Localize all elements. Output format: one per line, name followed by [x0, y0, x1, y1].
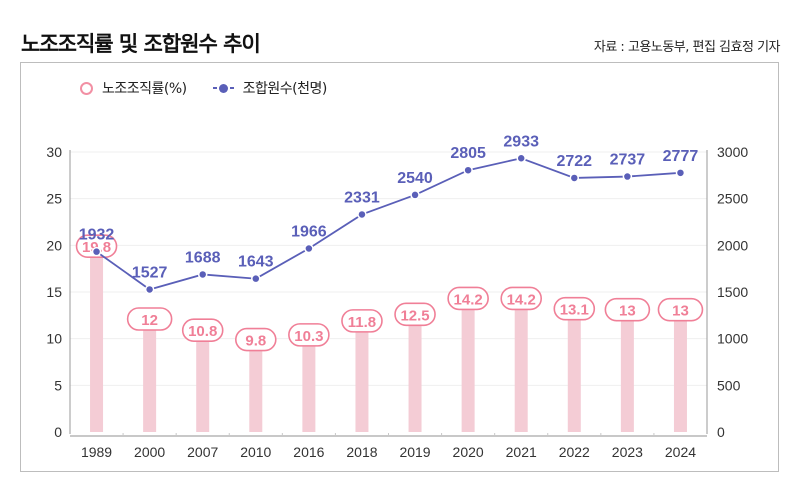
- bar-value-label: 9.8: [245, 333, 266, 350]
- x-tick-label: 2016: [293, 444, 324, 460]
- y-left-tick-label: 20: [46, 237, 62, 253]
- bar: [408, 315, 422, 432]
- x-tick-label: 2022: [559, 444, 590, 460]
- x-tick-label: 2023: [612, 444, 643, 460]
- bar-label-pill: [604, 297, 651, 322]
- x-tick-label: 2007: [187, 444, 218, 460]
- line-value-label: 1527: [132, 264, 168, 281]
- legend-label-members: 조합원수(천명): [242, 81, 328, 97]
- line-point: [516, 153, 526, 164]
- y-right-tick-label: 500: [717, 377, 741, 393]
- x-tick-label: 2021: [506, 444, 537, 460]
- y-right-tick-label: 1500: [717, 284, 748, 300]
- x-tick-label: 2018: [346, 444, 377, 460]
- bar-value-label: 13: [672, 303, 689, 320]
- legend: 노조조직률(%) 조합원수(천명): [80, 78, 353, 98]
- chart-title: 노조조직률 및 조합원수 추이: [21, 32, 261, 56]
- line-value-label: 2540: [397, 170, 433, 187]
- bar: [143, 320, 157, 432]
- line-point: [675, 168, 686, 178]
- members-line: [96, 157, 681, 291]
- y-right-tick-label: 2500: [717, 191, 748, 207]
- y-left-tick-label: 30: [46, 144, 62, 160]
- line-value-label: 1932: [79, 227, 115, 244]
- bar: [302, 335, 316, 432]
- line-point: [144, 284, 155, 295]
- line-value-label: 1643: [238, 254, 274, 271]
- bar: [355, 321, 369, 432]
- bar: [514, 299, 528, 432]
- bar-value-label: 14.2: [507, 291, 536, 308]
- chart-frame: [20, 62, 779, 472]
- x-tick-label: 2019: [399, 444, 430, 460]
- bar: [461, 299, 475, 432]
- bar-label-pill: [341, 309, 383, 333]
- y-left-tick-label: 25: [46, 191, 62, 207]
- bar-label-pill: [657, 297, 704, 322]
- bar-value-label: 10.3: [294, 328, 323, 345]
- line-value-label: 2805: [450, 145, 486, 162]
- bar-value-label: 14.2: [454, 291, 483, 308]
- bar-label-pill: [234, 327, 277, 352]
- line-point: [357, 209, 367, 220]
- legend-item-members: 조합원수(천명): [212, 78, 328, 98]
- y-right-tick-label: 0: [717, 424, 725, 440]
- legend-label-rate: 노조조직률(%): [102, 81, 187, 97]
- bar: [567, 309, 581, 432]
- line-point: [304, 243, 314, 254]
- line-dot-marker-icon: [212, 83, 235, 93]
- bar-value-label: 12.5: [400, 307, 429, 324]
- bar-value-label: 12: [141, 312, 158, 329]
- x-tick-label: 2024: [665, 444, 696, 460]
- line-point: [410, 190, 420, 200]
- line-value-label: 2331: [344, 189, 380, 206]
- y-right-tick-label: 3000: [717, 144, 748, 160]
- bar: [249, 340, 263, 432]
- line-value-label: 1688: [185, 249, 221, 266]
- line-point: [91, 246, 102, 257]
- y-left-tick-label: 10: [46, 331, 62, 347]
- source-credit: 자료 : 고용노동부, 편집 김효정 기자: [593, 40, 781, 55]
- line-point: [622, 171, 633, 182]
- bar-value-label: 10.8: [188, 323, 217, 340]
- line-value-label: 2777: [663, 148, 699, 165]
- bar: [620, 310, 634, 432]
- bar-value-label: 11.8: [348, 314, 376, 331]
- bar-label-pill: [553, 296, 596, 321]
- y-left-tick-label: 15: [46, 284, 62, 300]
- legend-item-rate: 노조조직률(%): [80, 78, 187, 98]
- y-right-tick-label: 1000: [717, 331, 748, 347]
- bar-label-pill: [447, 286, 489, 311]
- bar-value-label: 13.1: [560, 302, 589, 319]
- y-right-tick-label: 2000: [717, 237, 748, 253]
- line-point: [569, 173, 580, 183]
- bar-label-pill: [181, 318, 224, 343]
- line-point: [463, 165, 473, 175]
- bar-label-pill: [75, 234, 118, 258]
- bar: [196, 331, 210, 432]
- y-left-tick-label: 0: [54, 424, 62, 440]
- line-value-label: 2737: [610, 152, 646, 169]
- ring-marker-icon: [80, 81, 93, 95]
- bar: [90, 247, 104, 432]
- bar-label-pill: [126, 307, 173, 331]
- line-value-label: 2722: [556, 153, 592, 170]
- x-tick-label: 2000: [134, 444, 165, 460]
- x-tick-label: 2010: [240, 444, 271, 460]
- bar-label-pill: [288, 323, 330, 347]
- line-value-label: 1966: [291, 224, 327, 241]
- line-value-label: 2933: [503, 133, 539, 150]
- x-tick-label: 2020: [453, 444, 484, 460]
- x-tick-label: 1989: [81, 444, 112, 460]
- y-left-tick-label: 5: [54, 377, 62, 393]
- line-point: [251, 273, 261, 284]
- line-point: [197, 269, 208, 280]
- bar: [673, 310, 687, 432]
- bar-value-label: 13: [619, 303, 636, 320]
- bar-label-pill: [500, 286, 543, 311]
- bar-label-pill: [394, 302, 436, 327]
